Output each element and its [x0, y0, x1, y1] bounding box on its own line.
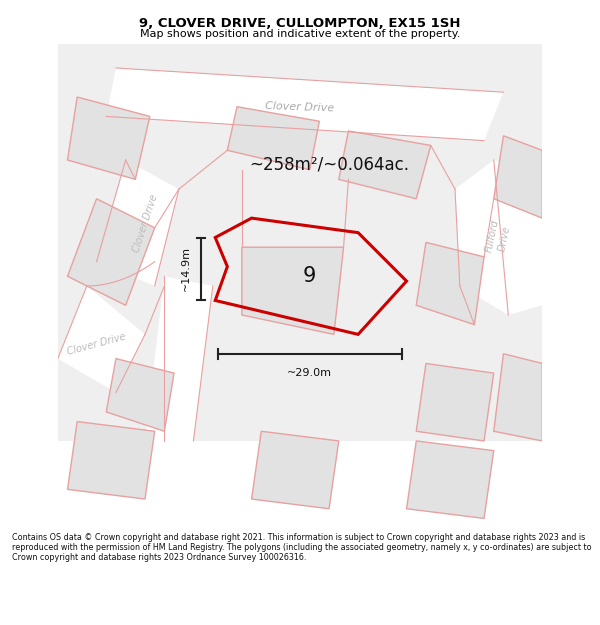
Polygon shape	[106, 68, 503, 141]
Text: Clover Drive: Clover Drive	[131, 192, 159, 253]
Polygon shape	[242, 247, 344, 334]
Polygon shape	[67, 97, 150, 179]
Text: Clover Drive: Clover Drive	[66, 331, 127, 357]
Text: Fulford
Drive: Fulford Drive	[484, 219, 513, 256]
Polygon shape	[251, 431, 339, 509]
Polygon shape	[494, 136, 542, 218]
Polygon shape	[407, 441, 494, 519]
Polygon shape	[339, 131, 431, 199]
Text: 9, CLOVER DRIVE, CULLOMPTON, EX15 1SH: 9, CLOVER DRIVE, CULLOMPTON, EX15 1SH	[139, 18, 461, 30]
Polygon shape	[97, 160, 179, 286]
Text: ~258m²/~0.064ac.: ~258m²/~0.064ac.	[249, 156, 409, 174]
Polygon shape	[416, 242, 484, 325]
Polygon shape	[67, 421, 155, 499]
Polygon shape	[455, 160, 542, 315]
Polygon shape	[494, 354, 542, 441]
Text: Contains OS data © Crown copyright and database right 2021. This information is : Contains OS data © Crown copyright and d…	[12, 532, 592, 562]
Polygon shape	[58, 441, 542, 528]
Polygon shape	[227, 107, 319, 169]
Polygon shape	[145, 276, 213, 441]
Text: 9: 9	[303, 266, 316, 286]
Polygon shape	[58, 286, 145, 392]
Text: Clover Drive: Clover Drive	[265, 101, 335, 113]
Polygon shape	[106, 359, 174, 431]
Polygon shape	[67, 199, 155, 305]
Text: ~14.9m: ~14.9m	[181, 246, 191, 291]
Polygon shape	[416, 363, 494, 441]
Text: ~29.0m: ~29.0m	[287, 368, 332, 378]
Text: Map shows position and indicative extent of the property.: Map shows position and indicative extent…	[140, 29, 460, 39]
